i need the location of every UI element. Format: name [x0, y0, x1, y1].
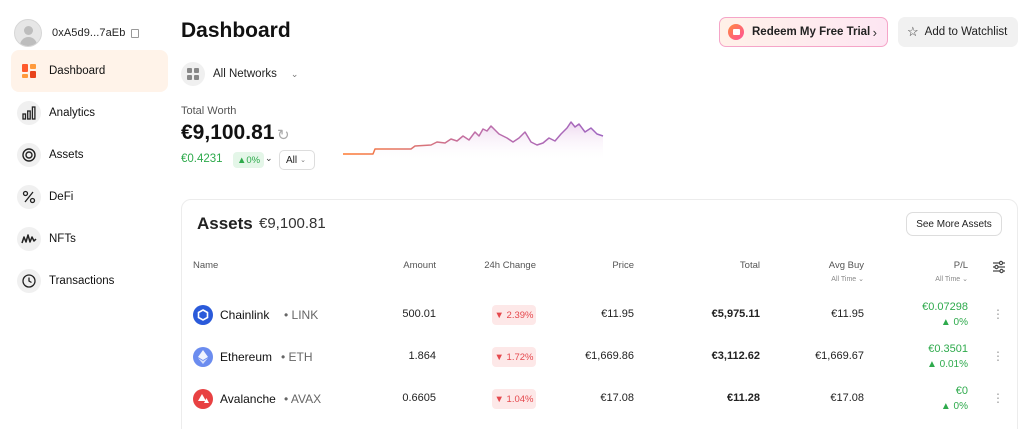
more-options-icon[interactable]: ⋮ — [992, 391, 1004, 405]
sidebar-item-label: NFTs — [49, 233, 76, 245]
wave-icon — [17, 227, 41, 251]
page-title: Dashboard — [181, 19, 291, 42]
column-header-24h-change[interactable]: 24h Change — [484, 260, 536, 271]
asset-price: €17.08 — [600, 392, 634, 404]
assets-card: Assets €9,100.81 See More Assets Name Am… — [181, 199, 1018, 429]
gift-icon — [728, 24, 744, 40]
ethereum-icon — [193, 347, 213, 367]
avg-buy-period[interactable]: All Time ⌄ — [831, 276, 864, 283]
total-worth-sparkline — [343, 121, 604, 162]
redeem-label: Redeem My Free Trial — [752, 26, 871, 38]
asset-amount: 500.01 — [402, 308, 436, 320]
asset-symbol: • LINK — [284, 308, 319, 322]
time-range-select[interactable]: All ⌄ — [279, 150, 315, 170]
asset-name: Chainlink — [220, 308, 270, 322]
see-more-assets-button[interactable]: See More Assets — [906, 212, 1002, 236]
column-header-amount[interactable]: Amount — [403, 260, 436, 271]
sidebar-item-analytics[interactable]: Analytics — [11, 92, 168, 134]
sidebar-item-dashboard[interactable]: Dashboard — [11, 50, 168, 92]
change-badge: ▲0% — [233, 152, 265, 168]
chevron-right-icon: › — [872, 24, 877, 40]
chevron-down-icon: ⌄ — [300, 157, 306, 164]
avatar[interactable] — [14, 19, 42, 47]
change-badge: ▼ 2.39% — [492, 305, 536, 325]
column-header-avg-buy[interactable]: Avg Buy — [828, 260, 864, 271]
chevron-down-icon: ⌄ — [290, 68, 299, 79]
column-header-name[interactable]: Name — [193, 260, 219, 271]
assets-total: €9,100.81 — [259, 215, 326, 232]
column-header-total[interactable]: Total — [739, 260, 760, 271]
sidebar-item-label: Assets — [49, 149, 84, 161]
total-worth-label: Total Worth — [181, 105, 237, 117]
asset-name: Avalanche — [220, 392, 276, 406]
pl-period[interactable]: All Time ⌄ — [935, 276, 968, 283]
asset-avg-buy: €1,669.67 — [815, 350, 864, 362]
star-icon: ☆ — [907, 24, 919, 39]
column-header-pl[interactable]: P/L — [953, 260, 968, 271]
asset-pl-value: €0.3501 — [928, 343, 968, 355]
clock-icon — [17, 269, 41, 293]
redeem-trial-button[interactable]: Redeem My Free Trial › — [719, 17, 888, 47]
asset-pl-value: €0.07298 — [922, 301, 968, 313]
sidebar-item-label: Dashboard — [49, 65, 106, 77]
defi-icon — [17, 185, 41, 209]
sidebar-item-assets[interactable]: Assets — [11, 134, 168, 176]
chevron-down-icon[interactable]: ⌄ — [265, 153, 273, 163]
asset-amount: 1.864 — [408, 350, 436, 362]
bar-chart-icon — [17, 101, 41, 125]
asset-avg-buy: €11.95 — [831, 308, 864, 320]
sidebar-nav: Dashboard Analytics Assets DeFi NFTs — [11, 50, 168, 302]
asset-symbol: • AVAX — [284, 392, 322, 406]
asset-amount: 0.6605 — [402, 392, 436, 404]
dashboard-icon — [17, 59, 41, 83]
watchlist-label: Add to Watchlist — [924, 26, 1008, 38]
sidebar-item-defi[interactable]: DeFi — [11, 176, 168, 218]
asset-pl-pct: ▲ 0.01% — [926, 359, 968, 370]
change-badge: ▼ 1.04% — [492, 389, 536, 409]
network-selector[interactable]: All Networks ⌄ — [181, 62, 298, 86]
asset-symbol: • ETH — [281, 350, 313, 364]
change-badge: ▼ 1.72% — [492, 347, 536, 367]
asset-pl-pct: ▲ 0% — [940, 317, 968, 328]
sidebar-item-label: DeFi — [49, 191, 74, 203]
sidebar-item-transactions[interactable]: Transactions — [11, 260, 168, 302]
table-row[interactable]: Chainlink • LINK 500.01 ▼ 2.39% €11.95 €… — [182, 298, 1017, 340]
sidebar-item-label: Transactions — [49, 275, 115, 287]
asset-price: €11.95 — [601, 308, 634, 320]
asset-total: €5,975.11 — [711, 308, 760, 320]
column-header-price[interactable]: Price — [612, 260, 634, 271]
table-row[interactable]: Avalanche • AVAX 0.6605 ▼ 1.04% €17.08 €… — [182, 382, 1017, 424]
avalanche-icon — [193, 389, 213, 409]
asset-avg-buy: €17.08 — [830, 392, 864, 404]
time-range-value: All — [286, 154, 298, 166]
asset-total: €11.28 — [726, 392, 760, 404]
column-settings-icon[interactable] — [992, 260, 1006, 274]
refresh-icon[interactable]: ↻ — [277, 127, 290, 144]
grid-icon — [181, 62, 205, 86]
total-worth-value: €9,100.81 — [181, 121, 275, 144]
asset-pl-pct: ▲ 0% — [940, 401, 968, 412]
copy-icon[interactable] — [131, 28, 140, 38]
coin-icon — [17, 143, 41, 167]
sidebar: 0xA5d9...7aEb Dashboard Analytics Assets — [0, 0, 176, 429]
chainlink-icon — [193, 305, 213, 325]
asset-total: €3,112.62 — [711, 350, 760, 362]
sidebar-item-nfts[interactable]: NFTs — [11, 218, 168, 260]
asset-price: €1,669.86 — [585, 350, 634, 362]
asset-pl-value: €0 — [955, 385, 968, 397]
table-row[interactable]: Ethereum • ETH 1.864 ▼ 1.72% €1,669.86 €… — [182, 340, 1017, 382]
sidebar-item-label: Analytics — [49, 107, 96, 119]
assets-title: Assets — [197, 214, 253, 233]
asset-name: Ethereum — [220, 350, 273, 364]
account-switcher[interactable]: 0xA5d9...7aEb — [14, 19, 140, 47]
total-worth-change: €0.4231 — [181, 153, 223, 165]
more-options-icon[interactable]: ⋮ — [992, 307, 1004, 321]
more-options-icon[interactable]: ⋮ — [992, 349, 1004, 363]
wallet-address: 0xA5d9...7aEb — [52, 27, 126, 39]
add-to-watchlist-button[interactable]: ☆ Add to Watchlist — [898, 17, 1018, 47]
network-label: All Networks — [213, 68, 277, 80]
